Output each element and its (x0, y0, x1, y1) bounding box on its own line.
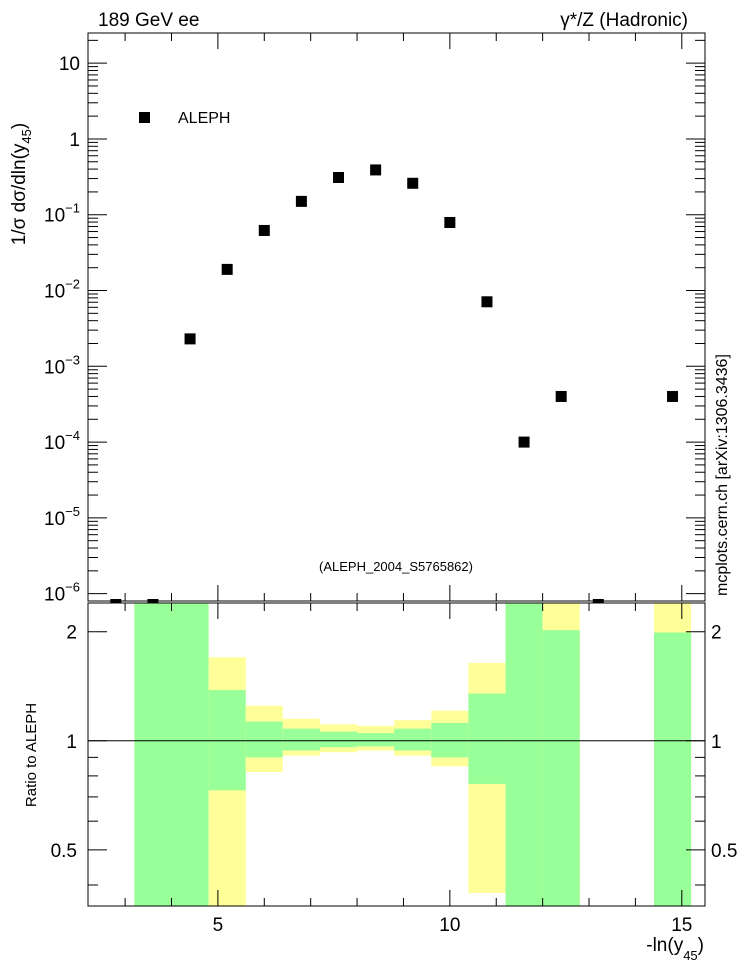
main-y-tick-label-base: 10 (44, 509, 65, 530)
ratio-band-green-8 (468, 693, 506, 784)
data-point-0 (184, 333, 196, 345)
data-point-11 (667, 390, 679, 402)
main-y-tick-label-0: 10 (59, 54, 80, 75)
x-axis-label-close: ) (698, 935, 704, 956)
main-y-axis-label-close: ) (9, 123, 30, 129)
ratio-band-green-10 (542, 630, 580, 906)
ratio-band-green-5 (357, 733, 395, 747)
ratio-band-green-7 (431, 722, 469, 758)
main-y-tick-label-2: 10−1 (44, 201, 80, 227)
ratio-plot-frame (87, 602, 706, 907)
main-y-tick-label-base: 10 (44, 282, 65, 303)
data-point-3 (295, 195, 307, 207)
main-y-tick-label-5: 10−4 (44, 428, 80, 454)
main-y-tick-label-3: 10−2 (44, 277, 80, 303)
main-y-tick-label-base: 10 (44, 433, 65, 454)
main-y-tick-label-exp: −2 (65, 277, 80, 292)
main-y-tick-label-4: 10−3 (44, 352, 80, 378)
data-point-5 (370, 164, 382, 176)
data-point-7 (444, 216, 456, 228)
main-plot-frame (87, 32, 706, 602)
legend-marker (139, 112, 150, 123)
main-y-tick-label-7: 10−6 (44, 580, 80, 606)
main-y-tick-label-6: 10−5 (44, 504, 80, 530)
x-tick-label-1: 10 (439, 915, 460, 936)
ratio-band-green-1 (208, 690, 246, 791)
main-y-tick-label-base: 1 (69, 130, 80, 151)
main-y-tick-label-exp: −1 (65, 201, 80, 216)
ratio-y-tick-label-right-1: 1 (711, 732, 722, 753)
ratio-y-tick-label-right-0: 0.5 (711, 841, 737, 862)
data-point-10 (555, 390, 567, 402)
ratio-bands (134, 603, 692, 906)
header-right: γ*/Z (Hadronic) (560, 10, 688, 31)
main-y-axis-label: 1/σ dσ/dln(y45) (9, 123, 34, 245)
main-y-axis-label-main: 1/σ dσ/dln(y (9, 143, 30, 245)
main-y-tick-label-exp: −3 (65, 352, 80, 367)
ratio-band-green-2 (245, 721, 283, 758)
main-y-tick-label-exp: −4 (65, 428, 80, 443)
legend-label: ALEPH (178, 110, 230, 127)
ratio-band-green-6 (394, 728, 432, 751)
main-y-tick-label-1: 1 (69, 130, 80, 151)
x-axis-label-sub: 45 (683, 948, 697, 963)
data-point-1 (221, 263, 233, 275)
data-point-2 (258, 224, 270, 236)
main-y-tick-label-base: 10 (59, 54, 80, 75)
ratio-band-green-3 (282, 728, 320, 751)
main-y-axis-label-sub: 45 (19, 129, 34, 143)
data-markers (110, 164, 679, 603)
ratio-y-tick-label-right-2: 2 (711, 623, 722, 644)
data-point-8 (481, 296, 493, 308)
data-point-9 (518, 436, 530, 448)
ratio-band-green-9 (505, 603, 543, 906)
main-y-tick-label-base: 10 (44, 357, 65, 378)
ratio-band-green-0 (134, 603, 209, 906)
ratio-y-tick-label-0: 0.5 (51, 841, 77, 862)
analysis-tag: (ALEPH_2004_S5765862) (319, 559, 473, 574)
watermark: mcplots.cern.ch [arXiv:1306.3436] (714, 354, 731, 596)
axis-ticks (88, 33, 705, 906)
ratio-band-green-11 (653, 632, 692, 906)
main-y-tick-label-exp: −5 (65, 504, 80, 519)
ratio-band-green-4 (319, 731, 358, 748)
data-point-4 (333, 171, 345, 183)
x-tick-label-0: 5 (213, 915, 224, 936)
ratio-y-axis-label: Ratio to ALEPH (23, 703, 40, 807)
data-point-6 (407, 177, 419, 189)
header-left: 189 GeV ee (98, 10, 199, 31)
x-tick-label-2: 15 (671, 915, 692, 936)
main-y-tick-label-base: 10 (44, 585, 65, 606)
main-y-tick-label-exp: −6 (65, 580, 80, 595)
ratio-y-tick-label-2: 2 (66, 623, 77, 644)
ratio-y-tick-label-1: 1 (66, 732, 77, 753)
x-axis-label: -ln(y45) (646, 935, 704, 963)
main-y-tick-label-base: 10 (44, 206, 65, 227)
x-axis-label-main: -ln(y (646, 935, 683, 956)
